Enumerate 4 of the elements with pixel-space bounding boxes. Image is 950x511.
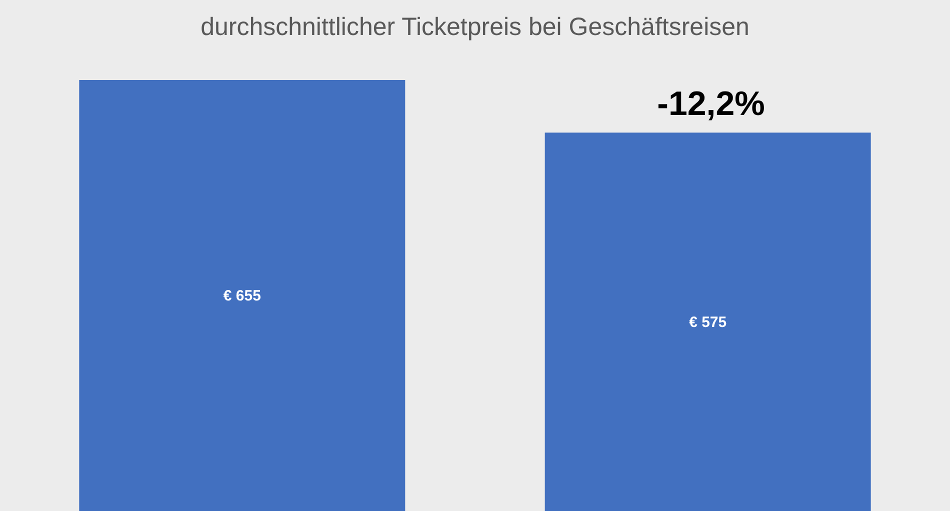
annotation: -12,2%	[657, 85, 765, 123]
data-label: € 575	[689, 314, 727, 331]
data-label: € 655	[223, 288, 261, 304]
chart-title: durchschnittlicher Ticketpreis bei Geschäftsreisen	[200, 13, 750, 41]
